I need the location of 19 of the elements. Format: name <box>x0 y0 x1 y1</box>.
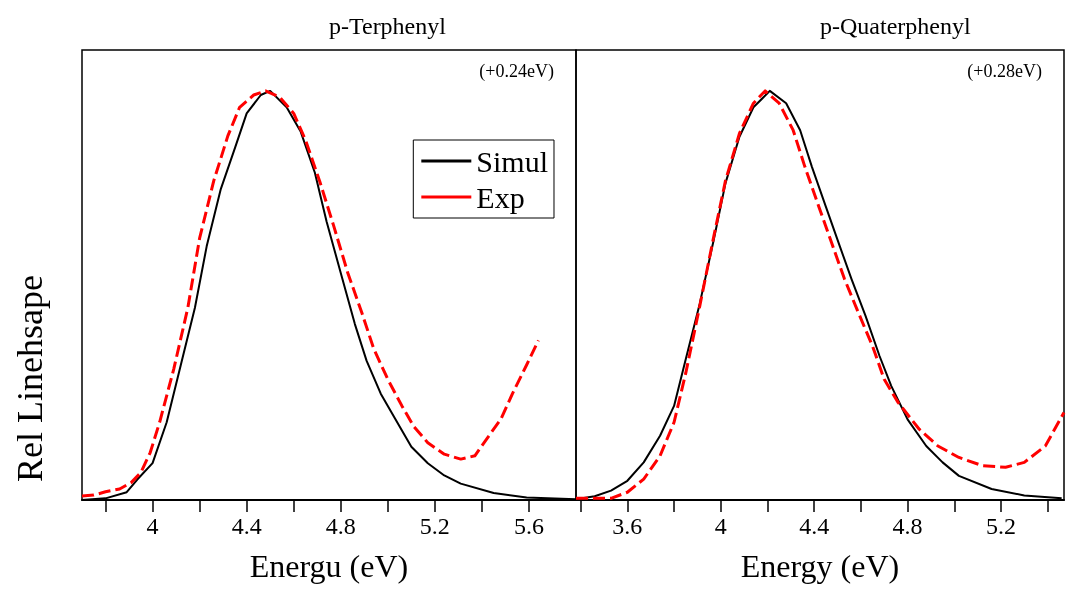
x-tick-label: 4.4 <box>799 513 830 539</box>
legend-label: Exp <box>476 180 525 214</box>
legend-label: Simul <box>476 144 549 178</box>
y-axis-title: Rel Linehsape <box>10 275 50 482</box>
x-tick-label: 4 <box>146 513 159 539</box>
x-axis-title: Energu (eV) <box>249 548 409 584</box>
x-tick-label: 4.4 <box>231 513 262 539</box>
x-axis-title: Energy (eV) <box>740 548 900 584</box>
x-tick-label: 3.6 <box>612 513 643 539</box>
x-tick-label: 4.8 <box>325 513 356 539</box>
x-tick-label: 4.8 <box>892 513 923 539</box>
x-tick-label: 5.2 <box>985 513 1016 539</box>
text: (+0.24eV) <box>479 61 555 82</box>
chart-title: p-Quaterphenyl <box>820 13 971 39</box>
text: (+0.28eV) <box>967 61 1043 82</box>
x-tick-label: 5.6 <box>513 513 544 539</box>
x-tick-label: 4 <box>714 513 727 539</box>
chart-title: p-Terphenyl <box>328 13 447 39</box>
x-tick-label: 5.2 <box>419 513 450 539</box>
